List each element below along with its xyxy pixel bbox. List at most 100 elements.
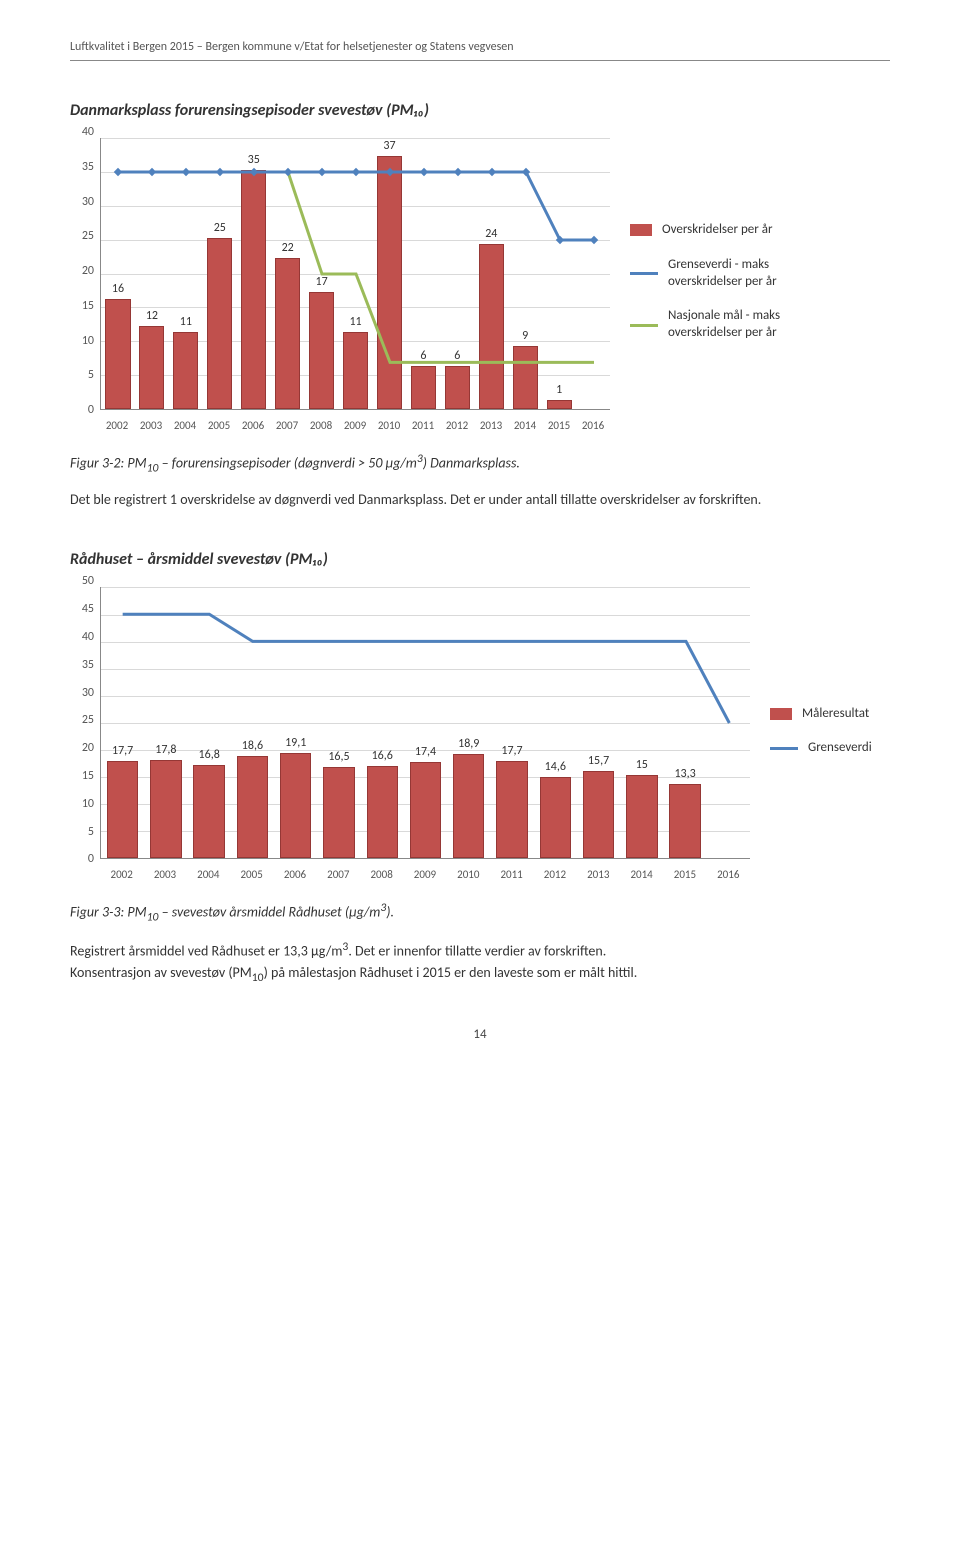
para-text: ) på målestasjon Rådhuset i 2015 er den … <box>264 964 638 981</box>
x-tick: 2003 <box>143 868 186 881</box>
bar-slot: 6 <box>406 138 440 409</box>
x-tick: 2002 <box>100 868 143 881</box>
bar: 15 <box>626 775 657 858</box>
bar-label: 13,3 <box>674 767 695 781</box>
x-tick: 2012 <box>533 868 576 881</box>
bar: 17,7 <box>107 761 138 859</box>
bar-slot: 15 <box>620 587 663 858</box>
bar-slot: 35 <box>237 138 271 409</box>
bar-slot: 1 <box>542 138 576 409</box>
bar: 16,6 <box>367 766 398 858</box>
legend-item: Nasjonale mål - maks overskridelser per … <box>630 308 808 342</box>
x-tick: 2007 <box>270 419 304 432</box>
bar: 19,1 <box>280 753 311 859</box>
x-tick: 2006 <box>273 868 316 881</box>
page: Luftkvalitet i Bergen 2015 – Bergen komm… <box>0 0 960 1082</box>
bar-slot: 9 <box>508 138 542 409</box>
x-tick: 2015 <box>542 419 576 432</box>
chart2-area: 0510152025303540455017,717,816,818,619,1… <box>70 581 750 881</box>
bar: 6 <box>445 366 470 409</box>
caption-text: ). <box>386 904 394 921</box>
bar-slot: 11 <box>339 138 373 409</box>
paragraph-1: Det ble registrert 1 overskridelse av dø… <box>70 489 890 510</box>
bar-label: 16,8 <box>199 748 220 762</box>
x-tick: 2004 <box>168 419 202 432</box>
bars-layer: 161211253522171137662491 <box>101 138 610 409</box>
x-tick: 2016 <box>576 419 610 432</box>
bar-slot: 13,3 <box>663 587 706 858</box>
bar: 9 <box>513 346 538 409</box>
bar-slot: 18,6 <box>231 587 274 858</box>
legend-label: Nasjonale mål - maks overskridelser per … <box>668 308 808 342</box>
bar-slot: 17,7 <box>101 587 144 858</box>
bar: 15,7 <box>583 771 614 858</box>
bar-label: 16,5 <box>328 750 349 764</box>
x-tick: 2008 <box>304 419 338 432</box>
y-axis: 0510152025303540 <box>70 132 98 410</box>
caption-text: Figur 3-2: PM <box>70 455 147 472</box>
legend-label: Grenseverdi - maks overskridelser per år <box>668 257 808 291</box>
bar-label: 35 <box>248 153 260 167</box>
para-text: Registrert årsmiddel ved Rådhuset er 13,… <box>70 943 342 960</box>
bar-label: 16 <box>112 282 124 296</box>
bar-slot: 17,7 <box>490 587 533 858</box>
bar-label: 11 <box>180 315 192 329</box>
page-number: 14 <box>70 1027 890 1042</box>
bar-slot: 24 <box>474 138 508 409</box>
bar: 16,8 <box>193 765 224 858</box>
bar-label: 17,4 <box>415 745 436 759</box>
bar-label: 12 <box>146 309 158 323</box>
bar-slot: 12 <box>135 138 169 409</box>
bar-slot: 18,9 <box>447 587 490 858</box>
bar-label: 15 <box>636 758 648 772</box>
legend-item: Måleresultat <box>770 706 872 723</box>
bar-slot: 25 <box>203 138 237 409</box>
chart2-legend: Måleresultat Grenseverdi <box>770 706 872 758</box>
x-tick: 2005 <box>202 419 236 432</box>
x-axis: 2002200320042005200620072008200920102011… <box>100 868 750 881</box>
bar-label: 19,1 <box>285 736 306 750</box>
bar-slot <box>707 587 750 858</box>
bar-label: 1 <box>556 383 562 397</box>
bar-slot: 14,6 <box>534 587 577 858</box>
legend-item: Grenseverdi - maks overskridelser per år <box>630 257 808 291</box>
legend-item: Overskridelser per år <box>630 222 808 239</box>
plot-area: 17,717,816,818,619,116,516,617,418,917,7… <box>100 587 750 859</box>
legend-swatch-line-icon <box>630 324 658 327</box>
x-tick: 2012 <box>440 419 474 432</box>
x-tick: 2004 <box>187 868 230 881</box>
bar-label: 11 <box>349 315 361 329</box>
x-tick: 2015 <box>663 868 706 881</box>
bar: 17,7 <box>496 761 527 859</box>
bar-label: 18,6 <box>242 739 263 753</box>
legend-item: Grenseverdi <box>770 740 872 757</box>
legend-label: Grenseverdi <box>808 740 872 757</box>
bar-slot: 6 <box>440 138 474 409</box>
bar: 13,3 <box>669 784 700 858</box>
page-header: Luftkvalitet i Bergen 2015 – Bergen komm… <box>70 40 890 54</box>
bar: 18,9 <box>453 754 484 858</box>
bar-label: 6 <box>454 349 460 363</box>
plot-area: 161211253522171137662491 <box>100 138 610 410</box>
caption-sub: 10 <box>147 461 159 475</box>
bar-slot: 22 <box>271 138 305 409</box>
bar-slot: 15,7 <box>577 587 620 858</box>
bar: 11 <box>343 332 368 409</box>
bar-slot: 11 <box>169 138 203 409</box>
bar-label: 14,6 <box>545 760 566 774</box>
bar: 25 <box>207 238 232 409</box>
x-tick: 2013 <box>474 419 508 432</box>
bar: 12 <box>139 326 164 409</box>
bar-label: 18,9 <box>458 737 479 751</box>
chart1-legend: Overskridelser per år Grenseverdi - maks … <box>630 222 808 342</box>
bar: 24 <box>479 244 504 409</box>
x-tick: 2008 <box>360 868 403 881</box>
bar-slot <box>576 138 610 409</box>
caption-text: – forurensingsepisoder (døgnverdi > 50 µ… <box>158 455 416 472</box>
bar-label: 17,7 <box>501 744 522 758</box>
bar-slot: 16,6 <box>361 587 404 858</box>
caption-sub: 10 <box>147 911 159 925</box>
figure-caption-2: Figur 3-3: PM10 – svevestøv årsmiddel Rå… <box>70 901 890 924</box>
bars-layer: 17,717,816,818,619,116,516,617,418,917,7… <box>101 587 750 858</box>
y-axis: 05101520253035404550 <box>70 581 98 859</box>
